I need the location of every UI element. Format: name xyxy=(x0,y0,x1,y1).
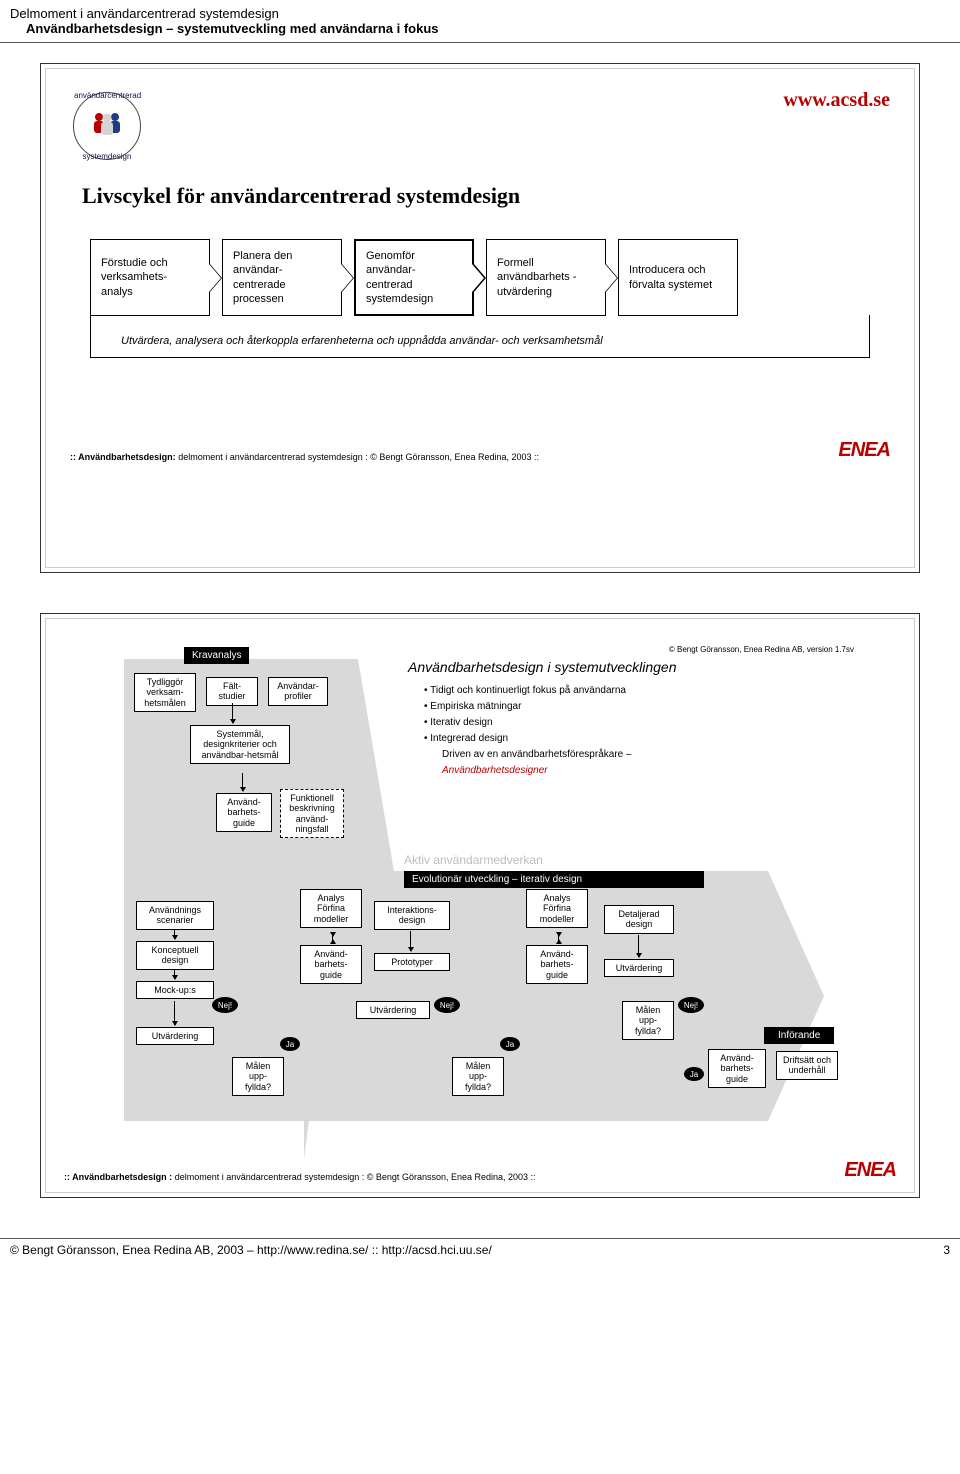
box-utv3: Utvärdering xyxy=(604,959,674,977)
page-number: 3 xyxy=(943,1243,950,1257)
slide-1: användarcentrerad systemdesign xyxy=(40,63,920,573)
box-tydliggor: Tydliggör verksam-hetsmålen xyxy=(134,673,196,712)
box-utv1: Utvärdering xyxy=(136,1027,214,1045)
evolution-bar: Evolutionär utveckling – iterativ design xyxy=(404,871,704,888)
lifecycle-stages: Förstudie och verksamhets-analys Planera… xyxy=(90,239,870,316)
box-utv2: Utvärdering xyxy=(356,1001,430,1019)
logo-text-top: användarcentrerad xyxy=(74,91,140,100)
arrow xyxy=(332,933,333,943)
slide2-title: Användbarhetsdesign i systemutvecklingen xyxy=(408,659,677,675)
process-diagram: Kravanalys Evolutionär utveckling – iter… xyxy=(64,639,896,1139)
box-funktionell: Funktionell beskrivning använd-ningsfall xyxy=(280,789,344,838)
slide1-credit: :: Användbarhetsdesign: delmoment i anvä… xyxy=(70,452,539,462)
logo-text-bottom: systemdesign xyxy=(74,152,140,161)
box-systemmal: Systemmål, designkriterier och användbar… xyxy=(190,725,290,764)
arrow xyxy=(242,773,243,791)
slide2-credit: :: Användbarhetsdesign : delmoment i anv… xyxy=(64,1172,536,1182)
page-footer-text: © Bengt Göransson, Enea Redina AB, 2003 … xyxy=(10,1243,492,1257)
box-mal3: Målen upp-fyllda? xyxy=(622,1001,674,1040)
box-faltstudier: Fält-studier xyxy=(206,677,258,706)
arrow xyxy=(558,933,559,943)
box-abguide2: Använd-barhets-guide xyxy=(300,945,362,984)
box-driftsatt: Driftsätt och underhåll xyxy=(776,1051,838,1080)
logo-people-icon xyxy=(89,109,125,143)
slide1-credit-rest: delmoment i användarcentrerad systemdesi… xyxy=(176,452,539,462)
box-analys1: Analys Förfina modeller xyxy=(300,889,362,928)
feedback-loop: Utvärdera, analysera och återkoppla erfa… xyxy=(90,315,870,358)
bullet-sub: Driven av en användbarhetsförespråkare – xyxy=(424,747,844,763)
box-mal2: Målen upp-fyllda? xyxy=(452,1057,504,1096)
pill-ja2: Ja xyxy=(500,1037,520,1051)
slide2-footer: :: Användbarhetsdesign : delmoment i anv… xyxy=(64,1159,896,1182)
arrow xyxy=(638,935,639,957)
slide1-footer: :: Användbarhetsdesign: delmoment i anvä… xyxy=(70,439,890,462)
pill-nej2: Nej! xyxy=(434,997,460,1013)
bullet-3: • Iterativ design xyxy=(424,715,844,731)
pill-ja3: Ja xyxy=(684,1067,704,1081)
stage-1: Förstudie och verksamhets-analys xyxy=(90,239,210,316)
box-interaktion: Interaktions-design xyxy=(374,901,450,930)
bullet-emphasis: Användbarhetsdesigner xyxy=(424,763,844,779)
enea-logo-2: ENEA xyxy=(844,1159,896,1182)
arrow xyxy=(174,929,175,939)
footer-divider xyxy=(0,1238,960,1239)
arrow xyxy=(174,1001,175,1025)
box-anvscen: Användnings scenarier xyxy=(136,901,214,930)
site-url: www.acsd.se xyxy=(783,89,890,112)
enea-logo: ENEA xyxy=(838,439,890,462)
bullet-4: • Integrerad design xyxy=(424,731,844,747)
box-analys2: Analys Förfina modeller xyxy=(526,889,588,928)
stage-4: Formell användbarhets -utvärdering xyxy=(486,239,606,316)
header-line1: Delmoment i användarcentrerad systemdesi… xyxy=(10,6,950,21)
slide1-title: Livscykel för användarcentrerad systemde… xyxy=(82,183,890,209)
pill-nej3: Nej! xyxy=(678,997,704,1013)
arrow xyxy=(174,969,175,979)
stage-3: Genomför användar-centrerad systemdesign xyxy=(354,239,474,316)
box-konceptuell: Konceptuell design xyxy=(136,941,214,970)
box-mockups: Mock-up:s xyxy=(136,981,214,999)
version-text: © Bengt Göransson, Enea Redina AB, versi… xyxy=(464,645,854,654)
box-abguide4: Använd-barhets-guide xyxy=(708,1049,766,1088)
box-profiler: Användar-profiler xyxy=(268,677,328,706)
slide2-credit-bold: :: Användbarhetsdesign : xyxy=(64,1172,172,1182)
header-line2: Användbarhetsdesign – systemutveckling m… xyxy=(10,21,950,36)
box-abguide1: Använd-barhets-guide xyxy=(216,793,272,832)
stage-5: Introducera och förvalta systemet xyxy=(618,239,738,316)
box-mal1: Målen upp-fyllda? xyxy=(232,1057,284,1096)
box-prototyper: Prototyper xyxy=(374,953,450,971)
header-divider xyxy=(0,42,960,43)
arrow xyxy=(410,931,411,951)
bullet-1: • Tidigt och kontinuerligt fokus på anvä… xyxy=(424,683,844,699)
page-footer-wrap: © Bengt Göransson, Enea Redina AB, 2003 … xyxy=(0,1238,960,1267)
slide1-credit-bold: :: Användbarhetsdesign: xyxy=(70,452,176,462)
slide-2: Kravanalys Evolutionär utveckling – iter… xyxy=(40,613,920,1198)
box-detaljerad: Detaljerad design xyxy=(604,905,674,934)
bullets-list: • Tidigt och kontinuerligt fokus på anvä… xyxy=(424,683,844,779)
pill-nej1: Nej! xyxy=(212,997,238,1013)
page-header: Delmoment i användarcentrerad systemdesi… xyxy=(0,0,960,38)
aktiv-label: Aktiv användarmedverkan xyxy=(404,853,543,867)
kravanalys-label: Kravanalys xyxy=(184,647,249,664)
arrow xyxy=(232,703,233,723)
slide2-credit-rest: delmoment i användarcentrerad systemdesi… xyxy=(172,1172,535,1182)
box-abguide3: Använd-barhets-guide xyxy=(526,945,588,984)
feedback-text: Utvärdera, analysera och återkoppla erfa… xyxy=(121,335,603,347)
bullet-2: • Empiriska mätningar xyxy=(424,699,844,715)
pill-ja1: Ja xyxy=(280,1037,300,1051)
acsd-logo: användarcentrerad systemdesign xyxy=(70,89,144,163)
inforande-label: Införande xyxy=(764,1027,834,1044)
stage-2: Planera den användar-centrerade processe… xyxy=(222,239,342,316)
